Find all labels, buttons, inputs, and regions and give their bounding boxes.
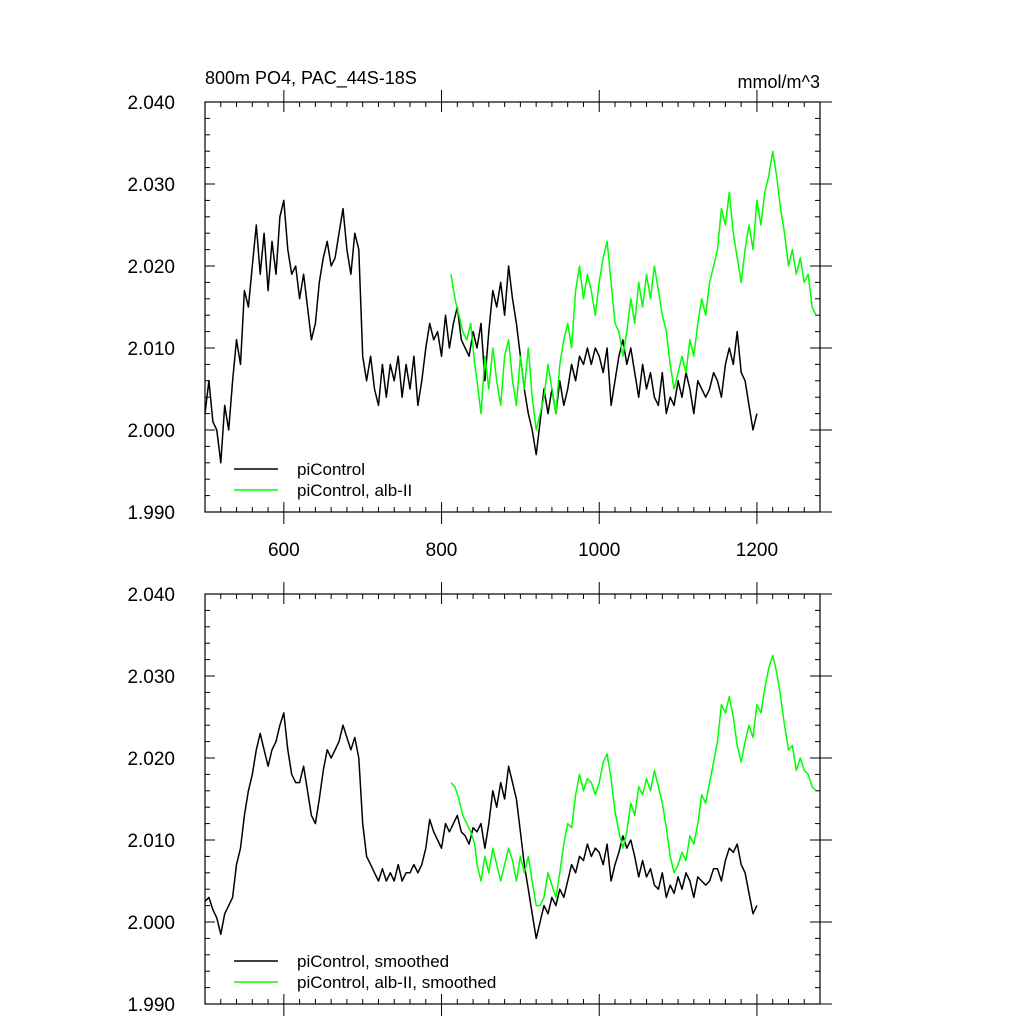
series-line-1 xyxy=(450,654,817,907)
legend: piControl, smoothed piControl, alb-II, sm… xyxy=(234,952,496,992)
series-lines xyxy=(204,654,817,940)
y-tick-label: 2.010 xyxy=(127,339,175,360)
y-tick-label: 2.000 xyxy=(127,913,175,934)
y-tick-label: 2.040 xyxy=(127,93,175,114)
series-lines xyxy=(204,150,817,464)
y-tick-label: 2.020 xyxy=(127,257,175,278)
axis-tick-labels: 1.990 2.000 2.010 2.020 2.030 2.040 600 800 1000… xyxy=(127,93,778,561)
y-tick-label: 1.990 xyxy=(127,503,175,524)
legend-label: piControl, alb-II, smoothed xyxy=(297,973,496,992)
y-tick-label: 2.010 xyxy=(127,831,175,852)
units-label: mmol/m^3 xyxy=(738,72,820,92)
legend-label: piControl xyxy=(297,460,365,479)
series-line-0 xyxy=(204,199,758,464)
x-tick-label: 800 xyxy=(426,540,458,561)
y-tick-label: 2.030 xyxy=(127,175,175,196)
axis-ticks xyxy=(204,90,832,524)
series-line-0 xyxy=(204,712,758,940)
y-tick-label: 2.020 xyxy=(127,749,175,770)
x-tick-label: 600 xyxy=(268,540,300,561)
bottom-panel: 1.990 2.000 2.010 2.020 2.030 2.040 piControl… xyxy=(127,582,832,1016)
series-line-1 xyxy=(450,150,817,431)
chart-title: 800m PO4, PAC_44S-18S xyxy=(205,68,417,89)
y-tick-label: 2.040 xyxy=(127,585,175,606)
plot-frame xyxy=(204,593,821,1005)
y-tick-label: 2.000 xyxy=(127,421,175,442)
legend-label: piControl, alb-II xyxy=(297,481,412,500)
plot-frame xyxy=(204,101,821,513)
x-tick-label: 1200 xyxy=(736,540,778,561)
top-panel: 800m PO4, PAC_44S-18S mmol/m^3 1.990 2.00… xyxy=(127,68,832,561)
y-tick-label: 1.990 xyxy=(127,995,175,1016)
legend-label: piControl, smoothed xyxy=(297,952,449,971)
y-tick-label: 2.030 xyxy=(127,667,175,688)
x-tick-label: 1000 xyxy=(578,540,620,561)
axis-ticks xyxy=(204,582,832,1016)
legend: piControl piControl, alb-II xyxy=(234,460,412,500)
axis-tick-labels: 1.990 2.000 2.010 2.020 2.030 2.040 xyxy=(127,585,175,1016)
